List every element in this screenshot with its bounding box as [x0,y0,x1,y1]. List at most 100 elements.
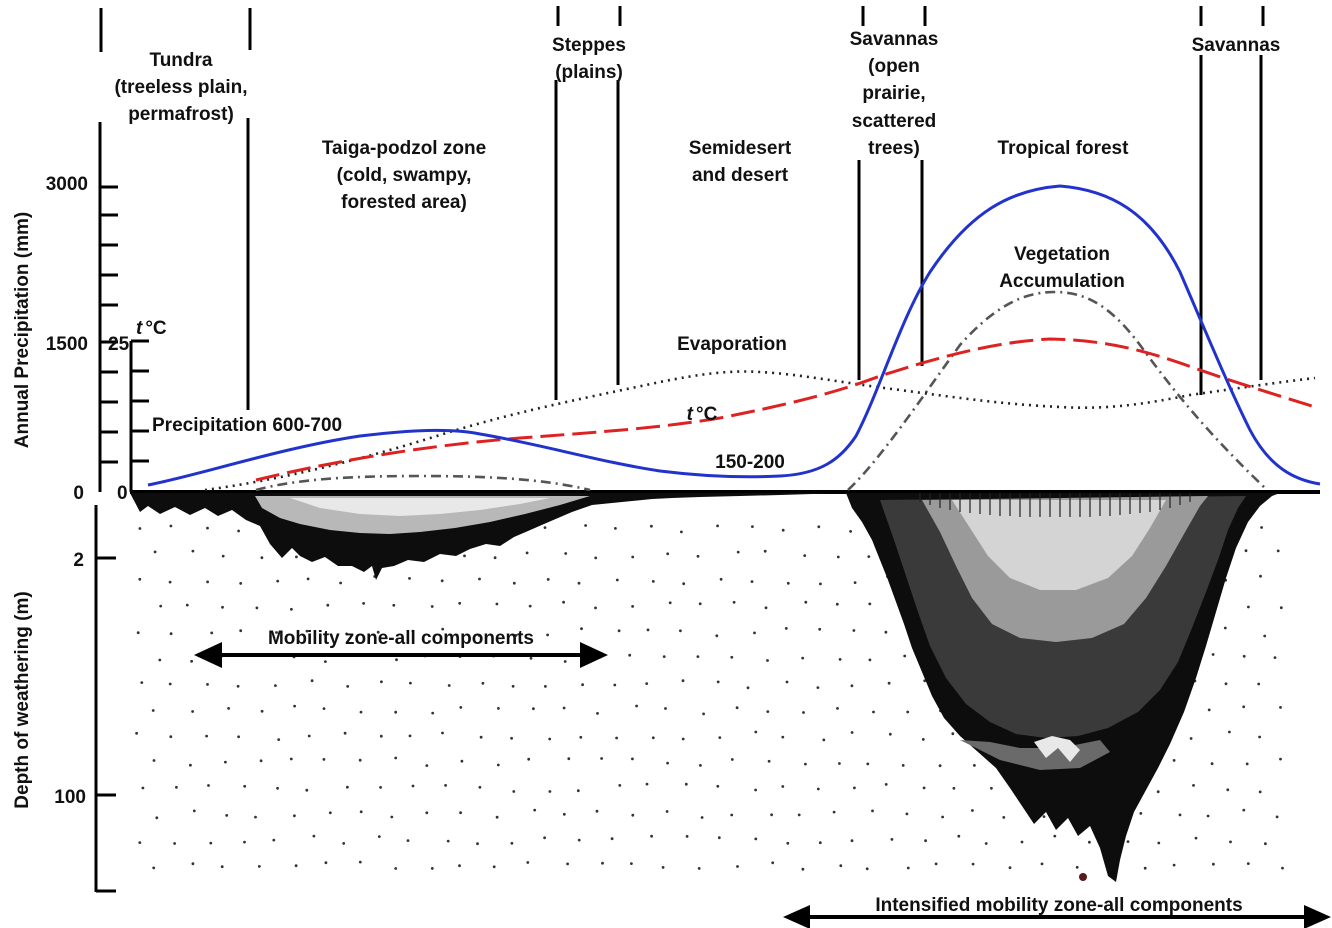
precipitation-curve [147,184,1321,487]
stipple-dot [801,656,805,660]
stipple-dot [594,606,597,610]
stipple-dot [322,758,326,761]
stipple-dot [1260,526,1263,529]
stipple-dot [328,811,332,815]
stipple-dot [754,730,758,734]
stipple-dot [376,630,380,634]
stipple-dot [169,735,173,739]
stipple-dot [458,601,462,605]
zone-label-semidesert-1: Semidesert [689,138,792,159]
tropical-weathering-profile [846,493,1280,882]
stipple-dot [255,606,259,610]
precip-tick-3000: 3000 [46,174,88,195]
stipple-dot [905,812,909,816]
zone-label-steppes-2: (plains) [555,62,623,83]
zone-label-savannas-right: Savannas [1192,35,1281,56]
stipple-dot [716,524,719,528]
stipple-dot [1157,841,1161,845]
stipple-dot [957,834,961,838]
stipple-dot [646,628,650,632]
precipitation-high-label: Precipitation 600-700 [152,415,342,436]
stipple-dot [153,550,157,554]
stipple-dot [191,862,195,866]
depth-axis-label: Depth of weathering (m) [12,591,33,808]
stipple-dot [463,554,466,558]
stipple-dot [1088,840,1091,844]
stipple-dot [447,684,451,687]
stipple-dot [696,554,700,558]
zone-label-tundra-3: permafrost) [128,104,234,125]
zone-label-tropical: Tropical forest [998,138,1130,159]
stipple-dot [753,631,756,635]
precipitation-low-label: 150-200 [715,452,785,473]
stipple-dot [631,555,635,559]
stipple-dot [141,786,145,790]
stipple-dot [324,660,327,663]
stipple-dot [1178,813,1182,817]
stipple-dot [496,763,500,767]
stipple-dot [566,862,569,866]
left-weathering-profile [130,493,845,580]
stipple-dot [1259,574,1262,578]
stipple-dot [853,581,857,584]
stipple-dot [306,577,310,581]
stipple-dot [838,658,842,661]
stipple-dot [510,736,513,740]
stipple-dot [152,759,156,762]
precip-tick-0: 0 [73,483,84,504]
stipple-dot [1053,834,1057,838]
stipple-dot [819,582,822,586]
stipple-dot [853,786,856,790]
stipple-dot [191,549,195,553]
stipple-dot [533,808,537,812]
stipple-dot [294,864,298,868]
stipple-dot [379,734,383,738]
stipple-dot [493,556,497,560]
stipple-dot [408,577,411,580]
stipple-dot [836,707,839,710]
vegetation-label-1: Vegetation [1014,244,1110,265]
stipple-dot [138,577,142,581]
stipple-dot [679,629,682,633]
stipple-dot [564,552,568,555]
stipple-dot [358,758,362,762]
stipple-dot [293,814,296,818]
intensified-mobility-zone-label: Intensified mobility zone-all components [875,895,1242,916]
stipple-dot [666,552,670,556]
stipple-dot [362,602,365,605]
stipple-dot [822,738,826,742]
stipple-dot [459,811,462,815]
stipple-dot [409,681,412,685]
stipple-dot [751,525,754,528]
stipple-dot [816,787,820,791]
stipple-dot [343,731,347,735]
stipple-dot [1258,735,1261,739]
stipple-dot [786,841,790,845]
stipple-dot [377,835,381,838]
stipple-dot [1229,840,1232,844]
stipple-dot [459,706,463,709]
stipple-dot [1228,730,1231,734]
stipple-dot [1126,840,1130,843]
stipple-dot [850,684,854,688]
zone-label-tundra-2: (treeless plain, [114,77,247,98]
stipple-dot [662,655,666,658]
stipple-dot [1008,866,1012,870]
zone-label-taiga-1: Taiga-podzol zone [322,138,486,159]
stipple-dot [169,524,173,528]
stipple-dot [173,842,177,845]
stipple-dot [771,861,775,865]
stipple-dot [952,786,956,790]
stipple-dot [497,707,500,710]
stipple-dot [359,810,363,814]
stipple-dot [631,757,634,761]
zone-label-savannas-left-3: prairie, [862,83,925,104]
stipple-dot [618,784,622,787]
stipple-dot [635,704,638,708]
zone-label-tundra-1: Tundra [150,50,213,71]
stipple-dot [544,685,547,688]
stipple-dot [803,554,807,557]
stipple-dot [1279,706,1282,709]
temperature-curve [255,337,1313,482]
stipple-dot [528,604,532,608]
